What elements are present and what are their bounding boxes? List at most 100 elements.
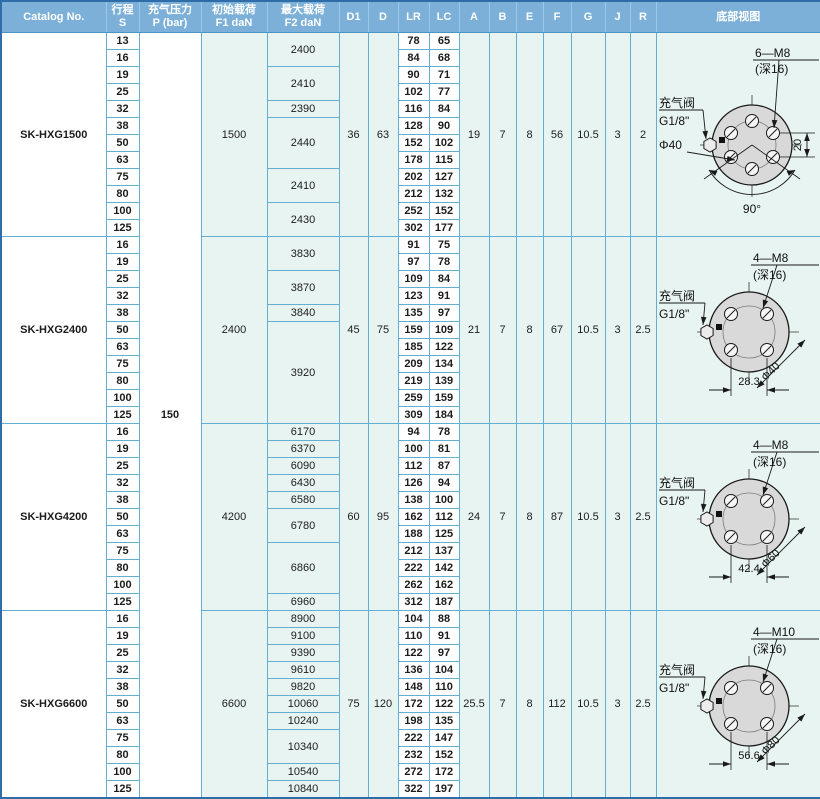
f2-value: 3920 (267, 322, 339, 424)
f2-value: 9390 (267, 645, 339, 662)
stroke-value: 75 (106, 169, 139, 186)
hole-spacing-dim: 42.4 (738, 563, 759, 575)
f-value: 87 (543, 424, 571, 611)
lc-value: 115 (429, 152, 459, 169)
lr-value: 178 (398, 152, 429, 169)
lr-value: 209 (398, 356, 429, 373)
stroke-value: 80 (106, 747, 139, 764)
r-value: 2.5 (630, 237, 656, 424)
f-value: 67 (543, 237, 571, 424)
j-value: 3 (605, 424, 630, 611)
column-header-a: A (459, 1, 489, 33)
column-header-d: D (368, 1, 398, 33)
column-header-e: E (516, 1, 543, 33)
lr-value: 97 (398, 254, 429, 271)
lc-value: 132 (429, 186, 459, 203)
lc-value: 184 (429, 407, 459, 424)
stroke-value: 32 (106, 101, 139, 118)
lr-value: 138 (398, 492, 429, 509)
thread-depth-label: (深16) (753, 642, 786, 656)
lr-value: 212 (398, 186, 429, 203)
bolt-pattern-label: 4—M8 (753, 251, 789, 265)
stroke-value: 19 (106, 254, 139, 271)
stroke-value: 25 (106, 458, 139, 475)
f1-value: 2400 (201, 237, 267, 424)
r-value: 2.5 (630, 424, 656, 611)
catalog-no: SK-HXG2400 (1, 237, 106, 424)
column-header-catalog: Catalog No. (1, 1, 106, 33)
f2-value: 10840 (267, 781, 339, 799)
stroke-value: 16 (106, 50, 139, 67)
lr-value: 185 (398, 339, 429, 356)
lc-value: 135 (429, 713, 459, 730)
j-value: 3 (605, 611, 630, 799)
stroke-value: 100 (106, 764, 139, 781)
lr-value: 148 (398, 679, 429, 696)
d-value: 75 (368, 237, 398, 424)
lr-value: 78 (398, 33, 429, 50)
stroke-value: 32 (106, 662, 139, 679)
stroke-value: 75 (106, 730, 139, 747)
f2-value: 3830 (267, 237, 339, 271)
stroke-value: 100 (106, 390, 139, 407)
lr-value: 116 (398, 101, 429, 118)
stroke-value: 38 (106, 679, 139, 696)
f1-value: 4200 (201, 424, 267, 611)
lr-value: 112 (398, 458, 429, 475)
lr-value: 272 (398, 764, 429, 781)
stroke-value: 16 (106, 237, 139, 254)
d1-value: 60 (339, 424, 368, 611)
f2-value: 6090 (267, 458, 339, 475)
f2-value: 2390 (267, 101, 339, 118)
thread-depth-label: (深16) (753, 455, 786, 469)
stroke-value: 32 (106, 288, 139, 305)
lc-value: 112 (429, 509, 459, 526)
bolt-pattern-label: 4—M10 (753, 625, 795, 639)
f2-value: 2400 (267, 33, 339, 67)
lc-value: 197 (429, 781, 459, 799)
b-value: 7 (489, 611, 516, 799)
lr-value: 309 (398, 407, 429, 424)
lr-value: 135 (398, 305, 429, 322)
stroke-value: 25 (106, 645, 139, 662)
f2-value: 6780 (267, 509, 339, 543)
hole-spacing-dim: 20 (792, 138, 804, 150)
lr-value: 109 (398, 271, 429, 288)
g-value: 10.5 (571, 237, 605, 424)
lr-value: 202 (398, 169, 429, 186)
d1-value: 36 (339, 33, 368, 237)
lc-value: 152 (429, 203, 459, 220)
lr-value: 188 (398, 526, 429, 543)
lr-value: 322 (398, 781, 429, 799)
lr-value: 126 (398, 475, 429, 492)
f2-value: 6170 (267, 424, 339, 441)
d-value: 120 (368, 611, 398, 799)
e-value: 8 (516, 33, 543, 237)
lc-value: 84 (429, 271, 459, 288)
f2-value: 8900 (267, 611, 339, 628)
j-value: 3 (605, 237, 630, 424)
column-header-f: F (543, 1, 571, 33)
lr-value: 90 (398, 67, 429, 84)
e-value: 8 (516, 237, 543, 424)
stroke-value: 63 (106, 713, 139, 730)
stroke-value: 80 (106, 373, 139, 390)
e-value: 8 (516, 611, 543, 799)
f-value: 112 (543, 611, 571, 799)
r-value: 2.5 (630, 611, 656, 799)
column-header-lc: LC (429, 1, 459, 33)
stroke-value: 13 (106, 33, 139, 50)
lr-value: 172 (398, 696, 429, 713)
stroke-value: 125 (106, 220, 139, 237)
stroke-value: 19 (106, 441, 139, 458)
